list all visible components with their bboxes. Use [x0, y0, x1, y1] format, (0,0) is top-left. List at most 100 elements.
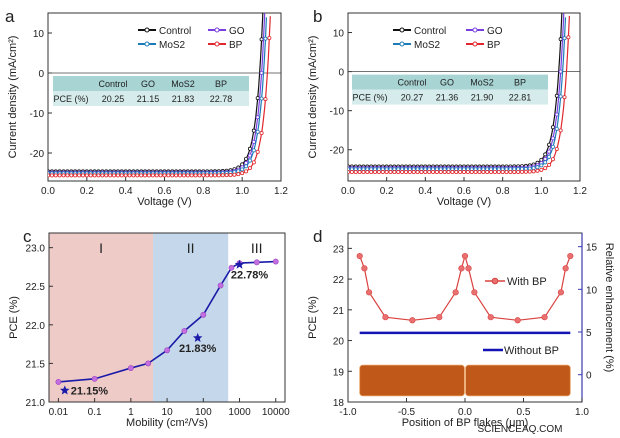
data-point — [384, 170, 389, 175]
x-axis-label: Voltage (V) — [437, 196, 491, 208]
data-point — [348, 170, 350, 175]
data-point — [143, 173, 148, 178]
data-point — [145, 360, 152, 367]
data-point — [361, 265, 368, 272]
data-point — [205, 173, 210, 178]
panel-label: a — [5, 7, 15, 26]
data-point — [547, 162, 552, 167]
y-tick-label: 23.0 — [26, 244, 46, 255]
x-axis-label: Voltage (V) — [137, 196, 191, 208]
y-tick-label: 22.0 — [26, 321, 46, 332]
data-point — [119, 173, 124, 178]
data-point — [409, 317, 416, 324]
data-point — [461, 170, 466, 175]
data-point — [100, 173, 105, 178]
y-tick-label: -20 — [330, 146, 345, 157]
data-point — [267, 35, 272, 40]
x-tick-label: -1.0 — [339, 407, 357, 418]
data-point — [380, 170, 385, 175]
data-point — [220, 173, 225, 178]
data-point — [531, 166, 536, 171]
data-point — [473, 170, 478, 175]
table-row-bg — [53, 91, 249, 106]
x-tick-label: 0.5 — [517, 407, 531, 418]
data-point — [415, 170, 420, 175]
data-point — [255, 115, 260, 120]
data-point — [550, 144, 555, 149]
data-point — [247, 166, 252, 171]
data-point — [407, 170, 412, 175]
table-header: MoS2 — [171, 79, 195, 89]
data-point — [357, 170, 362, 175]
data-point — [48, 173, 50, 178]
table-cell: 21.15 — [137, 94, 160, 104]
data-point — [356, 252, 363, 260]
data-point — [442, 170, 447, 175]
data-point — [123, 173, 128, 178]
with-bp-line — [359, 253, 571, 321]
data-point — [272, 258, 279, 265]
data-point — [224, 173, 229, 178]
x-tick-label: 100 — [195, 407, 212, 418]
data-point — [57, 173, 62, 178]
data-point — [259, 96, 264, 101]
x-tick-label: -0.5 — [398, 407, 416, 418]
y-tick-label: 22.5 — [26, 282, 46, 293]
data-point — [396, 170, 401, 175]
star-marker — [192, 332, 203, 342]
data-point — [365, 170, 370, 175]
table-header: Control — [397, 78, 426, 88]
data-point — [566, 35, 571, 40]
y-tick-label: 10 — [33, 29, 45, 40]
y-tick-label: 19 — [333, 367, 345, 378]
legend-marker — [214, 27, 220, 33]
data-point — [557, 289, 565, 296]
table-cell: 21.83 — [172, 94, 195, 104]
data-point — [516, 169, 521, 174]
star-label: 21.15% — [71, 385, 109, 397]
x-tick-label: 1000 — [228, 407, 251, 418]
y-axis-label: Current density (mA/cm²) — [307, 36, 319, 159]
data-point — [458, 265, 465, 272]
data-point — [263, 36, 268, 41]
data-point — [514, 317, 521, 324]
table-row-label: PCE (%) — [352, 93, 387, 103]
star-marker — [60, 385, 70, 395]
data-point — [547, 149, 552, 154]
panel-label: d — [313, 227, 322, 246]
panel-a: a 0.0 0.2 0.4 0.6 0.8 1.0 1.2 10 0 -10 -20 Voltage (… — [5, 7, 288, 208]
data-point — [562, 265, 569, 272]
electrode-block — [359, 364, 465, 397]
table-cell: 22.81 — [509, 93, 532, 103]
data-point — [209, 173, 214, 178]
data-point — [558, 94, 563, 99]
region-III — [228, 233, 285, 402]
data-point — [504, 170, 509, 175]
data-point — [255, 129, 260, 134]
data-point — [471, 289, 478, 296]
table-header-bg — [352, 74, 548, 90]
legend-item: MoS2 — [138, 40, 186, 51]
y-axis-label: PCE (%) — [8, 296, 20, 339]
data-point — [489, 170, 494, 175]
data-point — [349, 170, 354, 175]
data-point — [201, 173, 206, 178]
region-I — [49, 233, 154, 402]
legend-marker — [144, 27, 150, 33]
y-tick-label: -10 — [30, 109, 45, 120]
data-point — [251, 128, 256, 133]
data-point — [543, 166, 548, 171]
data-point — [189, 173, 194, 178]
data-point — [550, 125, 555, 130]
data-point — [523, 169, 528, 174]
data-point — [539, 157, 544, 162]
y2-axis-label: Relative enhancement (%) — [603, 243, 615, 373]
data-point — [520, 169, 525, 174]
data-point — [461, 252, 469, 260]
data-point — [496, 170, 501, 175]
x-tick-label: 0.6 — [158, 186, 172, 197]
panel-label: b — [313, 7, 322, 26]
data-point — [481, 170, 486, 175]
